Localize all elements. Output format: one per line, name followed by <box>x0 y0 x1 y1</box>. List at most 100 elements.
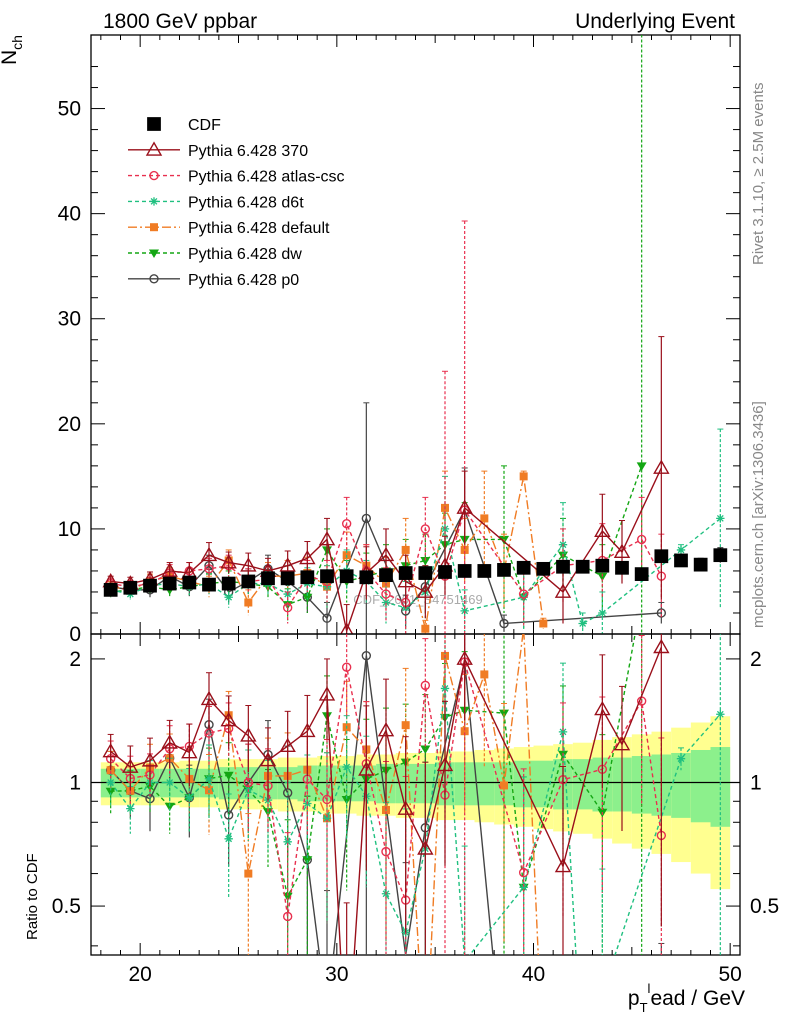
ratio-point-atlas <box>518 867 529 878</box>
ratio-point-p370 <box>358 761 375 776</box>
point-cdf <box>221 576 236 591</box>
point-cdf <box>320 569 334 584</box>
x-axis-label: pTlead / GeV <box>628 981 745 1015</box>
y-tick-label-ratio: 0.5 <box>52 895 81 918</box>
ratio-point-dw <box>282 892 293 902</box>
point-d6t <box>598 608 607 618</box>
point-cdf <box>123 580 138 595</box>
ratio-point-atlas <box>341 662 352 672</box>
ratio-point-atlas <box>420 680 431 691</box>
ratio-series-p370 <box>102 634 670 955</box>
legend-marker-cdf <box>147 117 161 131</box>
ratio-point-p370 <box>259 751 277 767</box>
point-cdf <box>693 557 708 572</box>
point-cdf <box>300 570 315 585</box>
ratio-point-p370 <box>181 744 198 759</box>
ratio-point-d6t <box>342 762 351 772</box>
point-default <box>519 472 528 481</box>
ratio-point-default <box>244 869 253 878</box>
point-cdf <box>418 566 433 580</box>
point-p370 <box>456 499 473 514</box>
legend: CDF Pythia 6.428 370 Pythia 6.428 atlas-cs… <box>128 117 345 289</box>
ratio-point-p0 <box>361 650 372 661</box>
point-d6t <box>460 606 469 616</box>
x-axis-label-sub: T <box>640 1000 648 1015</box>
point-p370 <box>220 554 237 569</box>
ratio-point-dw <box>105 787 116 797</box>
point-cdf <box>713 548 728 563</box>
ratio-point-d6t <box>283 837 292 847</box>
ratio-point-p370 <box>318 686 336 701</box>
x-axis-label-base: p <box>628 987 640 1010</box>
y-tick-label-main: 0 <box>69 623 81 646</box>
point-p370 <box>240 557 257 572</box>
series-line-d6t <box>110 517 721 625</box>
point-cdf <box>516 560 531 575</box>
header-right-label: Underlying Event <box>575 10 735 33</box>
point-p370 <box>417 583 434 598</box>
legend-item-atlas: Pythia 6.428 atlas-csc <box>128 169 345 186</box>
ratio-line-atlas <box>110 661 663 917</box>
band-inner-bin <box>533 760 554 808</box>
y-tick-label-main: 20 <box>58 413 81 436</box>
ratio-point-p370 <box>613 736 631 751</box>
ratio-point-d6t <box>204 774 214 783</box>
point-cdf <box>202 577 216 592</box>
ratio-point-p370 <box>299 722 316 738</box>
band-inner-bin <box>671 752 691 818</box>
ratio-point-dw <box>420 745 431 754</box>
ratio-series-dw <box>105 634 643 955</box>
x-tick-label: 50 <box>718 963 741 986</box>
ratio-point-p370 <box>397 800 414 815</box>
ratio-point-p370 <box>141 752 159 767</box>
point-p370 <box>299 549 316 565</box>
series-cdf <box>103 547 728 597</box>
band-inner-bin <box>690 749 711 823</box>
header-left-label: 1800 GeV ppbar <box>103 10 257 33</box>
series-line-dw <box>110 465 643 606</box>
point-d6t <box>578 619 587 628</box>
ratio-point-d6t <box>676 754 686 763</box>
ratio-point-p370 <box>200 690 218 706</box>
point-p370 <box>279 557 296 572</box>
point-d6t <box>716 514 725 523</box>
y-tick-label-main: 10 <box>58 518 81 541</box>
ratio-point-atlas <box>381 846 391 857</box>
point-atlas <box>381 589 391 599</box>
ratio-point-d6t <box>558 727 568 737</box>
y-tick-label-ratio-right: 0.5 <box>750 895 779 918</box>
point-cdf <box>615 560 629 575</box>
y-axis-label-main: Nch <box>0 35 25 65</box>
point-dw <box>597 572 608 582</box>
legend-marker-p0 <box>149 274 159 284</box>
point-atlas <box>341 518 352 529</box>
point-cdf <box>280 571 295 586</box>
point-cdf <box>457 564 472 578</box>
ratio-point-d6t <box>519 883 528 892</box>
point-atlas <box>282 603 293 613</box>
point-cdf <box>556 559 570 574</box>
point-p0 <box>499 618 509 629</box>
legend-marker-default <box>150 223 158 232</box>
point-atlas <box>636 534 647 545</box>
ratio-point-p370 <box>122 758 139 773</box>
legend-item-dw: Pythia 6.428 dw <box>128 246 302 263</box>
point-cdf <box>536 561 551 576</box>
y-tick-label-main: 30 <box>58 308 81 331</box>
point-cdf <box>339 569 354 584</box>
y-tick-label-ratio: 1 <box>69 771 81 794</box>
band-inner-bin <box>474 762 495 806</box>
legend-marker-d6t <box>149 197 159 206</box>
ratio-point-d6t <box>322 814 332 823</box>
ratio-point-d6t <box>126 804 135 813</box>
ratio-panel: 20 30 40 50 0.5 0.5 1 1 2 2 <box>52 35 779 986</box>
ratio-point-p370 <box>220 711 237 727</box>
ratio-line-dw <box>110 634 636 899</box>
point-default <box>401 545 410 554</box>
point-cdf <box>103 582 118 597</box>
legend-label-atlas: Pythia 6.428 atlas-csc <box>188 169 345 186</box>
x-tick-label: 20 <box>128 963 151 986</box>
legend-label-d6t: Pythia 6.428 d6t <box>188 194 304 211</box>
legend-item-p370: Pythia 6.428 370 <box>128 141 308 160</box>
